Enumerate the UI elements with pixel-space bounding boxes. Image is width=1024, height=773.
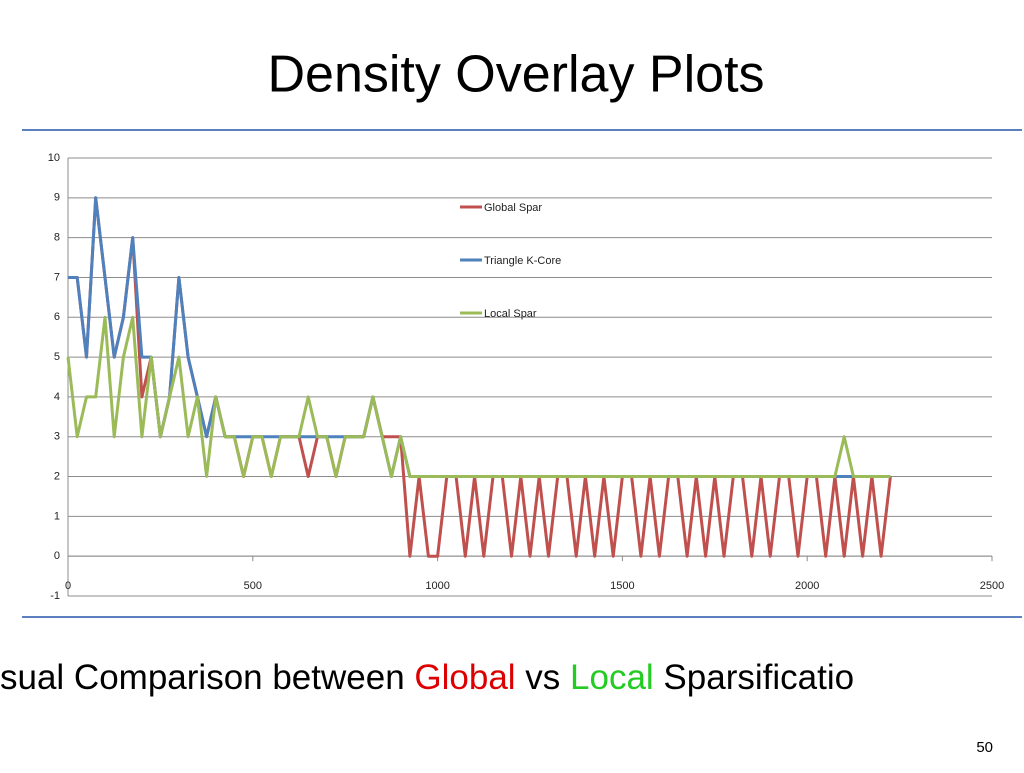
y-tick-label: 7 xyxy=(54,271,60,283)
x-tick-label: 2500 xyxy=(980,580,1004,592)
caption-text: Global xyxy=(414,658,515,697)
y-tick-label: 6 xyxy=(54,311,60,323)
y-tick-label: 3 xyxy=(54,431,60,443)
legend-label: Global Spar xyxy=(484,202,542,214)
y-tick-label: 2 xyxy=(54,470,60,482)
series-line xyxy=(68,196,891,478)
x-tick-label: 1500 xyxy=(610,580,634,592)
y-tick-label: 0 xyxy=(54,550,60,562)
x-tick-label: 2000 xyxy=(795,580,819,592)
caption-text: Sparsificatio xyxy=(654,658,854,697)
series-line xyxy=(66,315,891,478)
caption-text: Local xyxy=(570,658,654,697)
y-tick-label: 4 xyxy=(54,391,60,403)
x-tick-label: 500 xyxy=(244,580,262,592)
x-tick-label: 1000 xyxy=(425,580,449,592)
chart: -1 0 1 2 3 4 5 6 7 8 9 10 0 500 1000 1500 2000 2500 Global… xyxy=(48,152,1004,602)
caption-text: sual Comparison between xyxy=(0,658,414,697)
slide-title: Density Overlay Plots xyxy=(267,46,764,104)
x-tick-label: 0 xyxy=(65,580,71,592)
y-tick-label: 1 xyxy=(54,510,60,522)
y-tick-label: 9 xyxy=(54,192,60,204)
y-tick-label: -1 xyxy=(50,590,60,602)
legend-label: Triangle K-Core xyxy=(484,255,561,267)
caption-text: vs xyxy=(516,658,570,697)
caption: sual Comparison between Global vs Local … xyxy=(0,658,854,697)
page-number: 50 xyxy=(976,739,993,756)
y-tick-label: 8 xyxy=(54,232,60,244)
y-tick-label: 5 xyxy=(54,351,60,363)
y-tick-label: 10 xyxy=(48,152,60,164)
legend-label: Local Spar xyxy=(484,308,537,320)
